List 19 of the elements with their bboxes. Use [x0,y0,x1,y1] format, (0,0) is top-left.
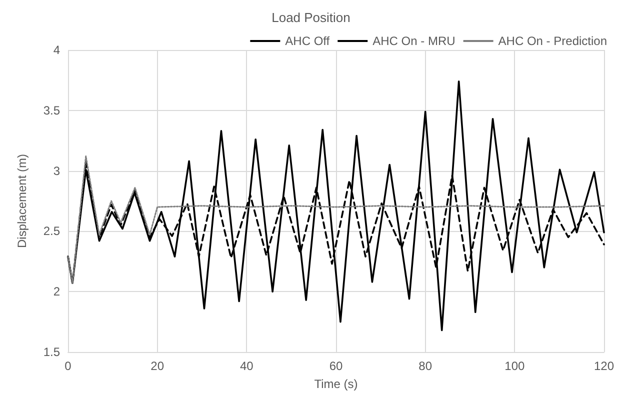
y-tick-label: 2 [53,284,60,299]
y-tick-label: 2.5 [43,224,60,238]
x-tick-label: 100 [504,359,525,373]
x-tick-label: 20 [150,359,164,373]
x-tick-label: 120 [594,359,614,373]
legend-label: AHC Off [285,34,330,48]
chart-title: Load Position [272,10,350,25]
legend-label: AHC On - MRU [372,34,456,48]
y-tick-label: 3 [53,164,60,178]
y-axis-title: Displacement (m) [15,154,29,248]
x-axis-title: Time (s) [314,377,358,391]
x-tick-label: 60 [329,359,343,373]
y-tick-label: 1.5 [43,345,60,359]
x-tick-label: 0 [64,359,72,373]
legend-label: AHC On - Prediction [498,34,607,48]
x-tick-label: 40 [240,359,254,373]
y-tick-label: 4 [53,43,60,57]
x-tick-label: 80 [418,359,432,373]
y-tick-label: 3.5 [43,103,60,118]
